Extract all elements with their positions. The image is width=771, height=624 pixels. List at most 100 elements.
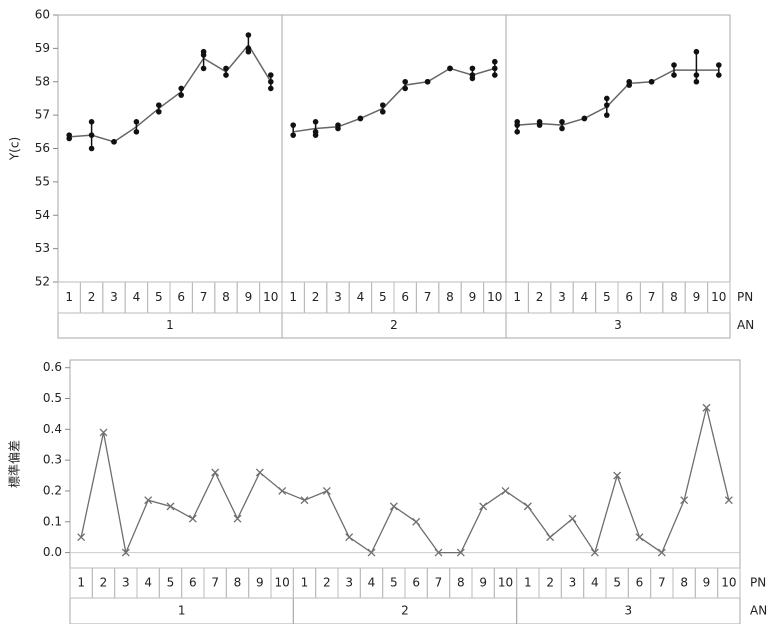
x-tick-label: 8 (222, 290, 230, 304)
mean-line (517, 69, 719, 126)
y-tick-label: 0.1 (43, 514, 62, 528)
x-tick-label: 6 (636, 576, 644, 590)
y-tick-label: 56 (35, 141, 50, 155)
x-tick-label: 3 (122, 576, 130, 590)
x-tick-label: 7 (648, 290, 656, 304)
data-point (380, 102, 386, 108)
y-axis-label: Y(c) (8, 137, 22, 161)
x-tick-label: 4 (368, 576, 376, 590)
sd-marker (300, 496, 309, 505)
x-tick-label: 2 (323, 576, 331, 590)
x-tick-label: 9 (469, 290, 477, 304)
sd-line (80, 407, 730, 555)
x-tick-label: 7 (424, 290, 432, 304)
group-label: 2 (401, 604, 409, 618)
x-tick-label: 4 (144, 576, 152, 590)
data-point (716, 62, 722, 68)
data-point (693, 48, 700, 55)
sd-marker (568, 514, 577, 523)
x-tick-label: 2 (88, 290, 96, 304)
x-tick-label: 3 (334, 290, 342, 304)
data-point (402, 85, 409, 92)
sd-marker (77, 533, 86, 542)
data-point (559, 125, 565, 132)
y-tick-label: 0.4 (43, 422, 62, 436)
x-tick-label: 8 (234, 576, 242, 590)
x-tick-label: 8 (670, 290, 678, 304)
x-tick-label: 8 (680, 576, 688, 590)
y-tick-label: 0.2 (43, 483, 62, 497)
plot-frame (57, 14, 731, 283)
pn-cell (717, 567, 741, 599)
x-tick-label: 5 (167, 576, 175, 590)
group-label: 1 (178, 604, 186, 618)
sd-marker (278, 487, 287, 495)
data-point (604, 102, 610, 108)
x-axis-label: PN (750, 576, 766, 590)
x-tick-label: 10 (487, 290, 502, 304)
data-point (133, 119, 140, 125)
y-tick-label: 60 (35, 8, 50, 22)
data-point (492, 65, 498, 72)
x-tick-label: 7 (658, 576, 666, 590)
sd-marker (479, 502, 488, 511)
sd-marker (211, 468, 220, 477)
data-point (424, 78, 431, 85)
y-tick-label: 59 (35, 41, 50, 55)
data-point (469, 65, 476, 72)
data-point (671, 62, 677, 68)
x-tick-label: 5 (155, 290, 163, 304)
data-point (200, 48, 207, 55)
x-tick-label: 3 (345, 576, 353, 590)
x-axis-label: PN (737, 290, 753, 304)
data-point (223, 65, 229, 72)
data-point (268, 85, 274, 92)
y-tick-label: 0.3 (43, 453, 62, 467)
x-tick-label: 7 (200, 290, 208, 304)
x-tick-label: 9 (256, 576, 264, 590)
data-point (693, 72, 700, 78)
y-tick-label: 53 (35, 241, 50, 255)
data-point (402, 78, 409, 85)
x-tick-label: 1 (513, 290, 521, 304)
x-tick-label: 10 (263, 290, 278, 304)
x-tick-label: 10 (711, 290, 726, 304)
x-tick-label: 1 (77, 576, 85, 590)
x-tick-label: 9 (479, 576, 487, 590)
data-point (469, 72, 476, 78)
sd-marker (590, 548, 599, 557)
sd-marker (680, 496, 689, 505)
data-point (290, 122, 297, 128)
data-point (312, 119, 319, 125)
data-point (357, 115, 364, 122)
data-point (447, 65, 453, 72)
x-tick-label: 5 (390, 576, 398, 590)
data-point (245, 32, 252, 38)
y-tick-label: 55 (35, 174, 50, 188)
data-point (559, 119, 565, 125)
data-point (716, 72, 722, 78)
data-point (671, 72, 677, 78)
sd-marker (412, 517, 421, 526)
x-tick-label: 5 (379, 290, 387, 304)
data-point (111, 139, 117, 145)
data-point (536, 119, 543, 125)
group-label: 2 (390, 318, 398, 332)
x-tick-label: 3 (569, 576, 577, 590)
x-tick-label: 10 (498, 576, 513, 590)
sd-marker (657, 548, 666, 557)
x-tick-label: 3 (558, 290, 566, 304)
sd-marker (233, 514, 242, 523)
data-point (626, 78, 632, 85)
data-point (604, 95, 610, 102)
data-point (223, 72, 229, 78)
mean-line (69, 43, 272, 143)
sd-marker (99, 428, 108, 437)
data-point (88, 145, 95, 152)
data-point (156, 108, 162, 115)
data-point (492, 58, 498, 65)
sd-marker (546, 533, 555, 542)
sd-marker (166, 502, 175, 511)
data-point (581, 115, 588, 122)
